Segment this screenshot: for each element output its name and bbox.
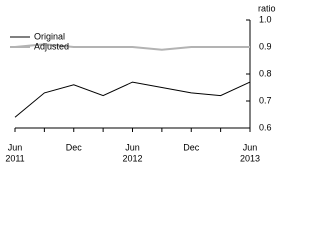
line	[14, 81, 251, 118]
x-tick-label: Dec	[66, 142, 83, 152]
y-axis-label: ratio	[258, 3, 276, 13]
x-year-label: 2012	[122, 153, 142, 163]
y-tick-label: 1.0	[259, 14, 272, 24]
line	[14, 43, 250, 51]
x-tick-label: Dec	[183, 142, 200, 152]
y-tick-label: 0.8	[259, 68, 272, 78]
x-tick-label: Jun	[8, 142, 23, 152]
x-year-label: 2013	[240, 153, 260, 163]
legend-label: Adjusted	[34, 41, 69, 51]
y-tick-label: 0.9	[259, 41, 272, 51]
y-tick-label: 0.6	[259, 122, 272, 132]
legend-label: Original	[34, 31, 65, 41]
x-tick-label: Jun	[125, 142, 140, 152]
x-tick-label: Jun	[243, 142, 258, 152]
y-tick-label: 0.7	[259, 95, 272, 105]
x-year-label: 2011	[5, 153, 24, 163]
